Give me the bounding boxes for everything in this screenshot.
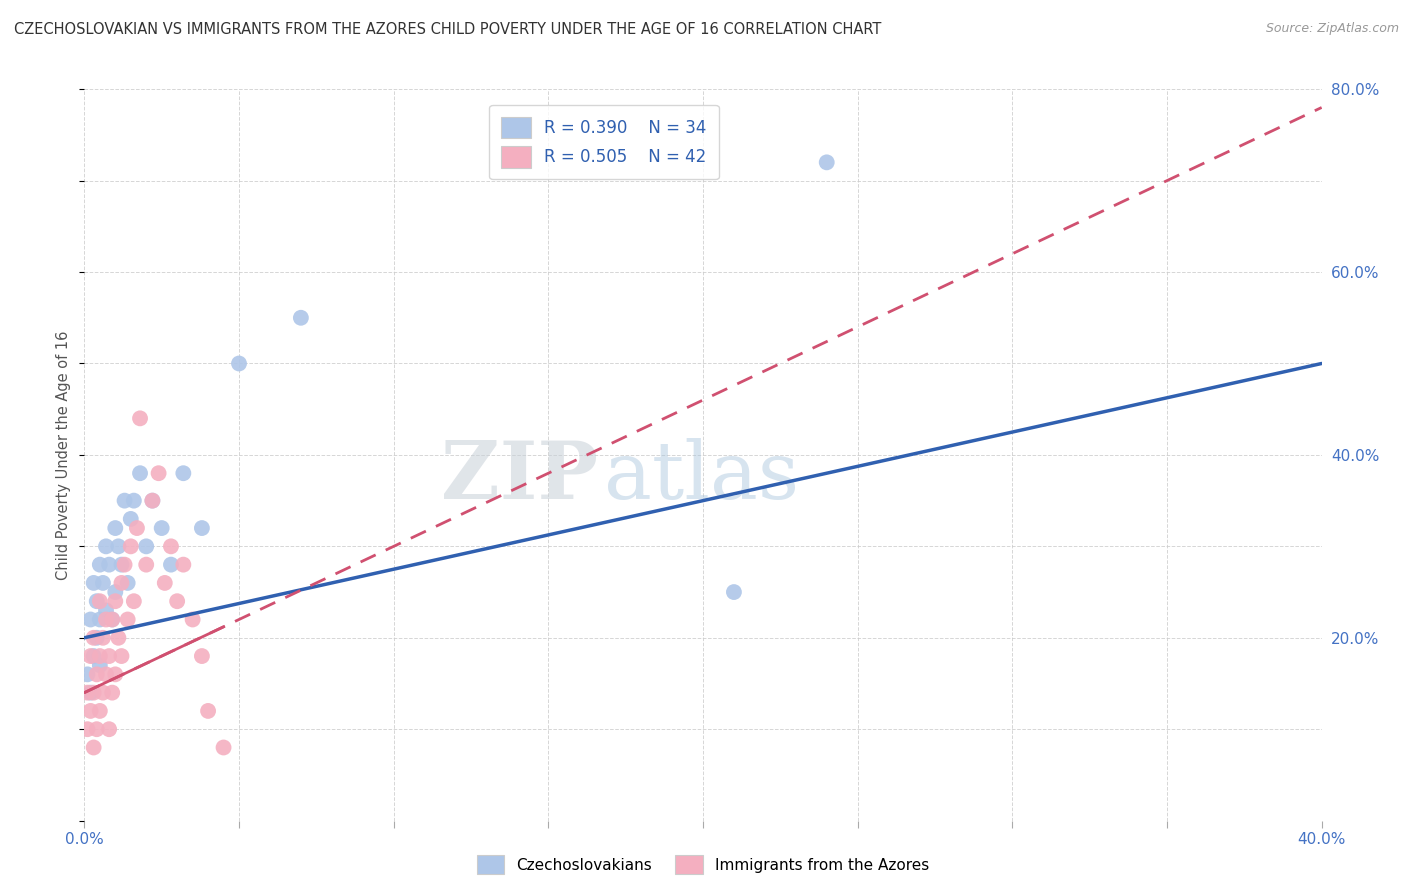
Point	[101, 613, 124, 627]
Point	[94, 613, 117, 627]
Point	[107, 539, 129, 553]
Point	[83, 649, 105, 664]
Point	[89, 613, 111, 627]
Point	[101, 685, 124, 699]
Point	[89, 704, 111, 718]
Point	[94, 667, 117, 681]
Point	[79, 613, 101, 627]
Point	[122, 594, 145, 608]
Text: Source: ZipAtlas.com: Source: ZipAtlas.com	[1265, 22, 1399, 36]
Point	[89, 658, 111, 673]
Point	[94, 603, 117, 617]
Point	[120, 512, 142, 526]
Point	[815, 155, 838, 169]
Point	[160, 558, 183, 572]
Point	[122, 493, 145, 508]
Point	[76, 685, 98, 699]
Point	[86, 594, 108, 608]
Point	[148, 466, 170, 480]
Point	[101, 613, 124, 627]
Point	[166, 594, 188, 608]
Y-axis label: Child Poverty Under the Age of 16: Child Poverty Under the Age of 16	[56, 330, 72, 580]
Point	[135, 539, 157, 553]
Point	[172, 466, 194, 480]
Point	[89, 558, 111, 572]
Point	[94, 539, 117, 553]
Point	[98, 649, 121, 664]
Point	[141, 493, 163, 508]
Text: atlas: atlas	[605, 438, 799, 516]
Point	[79, 704, 101, 718]
Point	[110, 576, 132, 591]
Point	[117, 613, 139, 627]
Point	[110, 649, 132, 664]
Point	[160, 539, 183, 553]
Point	[104, 594, 127, 608]
Point	[98, 723, 121, 737]
Point	[212, 740, 235, 755]
Point	[172, 558, 194, 572]
Point	[79, 685, 101, 699]
Point	[83, 740, 105, 755]
Point	[117, 576, 139, 591]
Legend: Czechoslovakians, Immigrants from the Azores: Czechoslovakians, Immigrants from the Az…	[471, 849, 935, 880]
Point	[86, 631, 108, 645]
Point	[91, 576, 114, 591]
Point	[150, 521, 173, 535]
Point	[89, 649, 111, 664]
Point	[86, 723, 108, 737]
Point	[141, 493, 163, 508]
Point	[98, 558, 121, 572]
Point	[76, 667, 98, 681]
Point	[104, 585, 127, 599]
Point	[104, 667, 127, 681]
Point	[83, 576, 105, 591]
Point	[76, 723, 98, 737]
Point	[191, 649, 214, 664]
Point	[114, 493, 136, 508]
Point	[723, 585, 745, 599]
Point	[153, 576, 176, 591]
Point	[191, 521, 214, 535]
Point	[129, 411, 152, 425]
Point	[129, 466, 152, 480]
Point	[181, 613, 204, 627]
Point	[228, 356, 250, 371]
Point	[89, 594, 111, 608]
Point	[290, 310, 312, 325]
Point	[135, 558, 157, 572]
Point	[86, 667, 108, 681]
Point	[114, 558, 136, 572]
Point	[197, 704, 219, 718]
Point	[91, 631, 114, 645]
Point	[120, 539, 142, 553]
Point	[83, 685, 105, 699]
Point	[110, 558, 132, 572]
Point	[91, 685, 114, 699]
Point	[107, 631, 129, 645]
Point	[125, 521, 148, 535]
Point	[79, 649, 101, 664]
Point	[83, 631, 105, 645]
Point	[104, 521, 127, 535]
Text: ZIP: ZIP	[441, 438, 598, 516]
Legend: R = 0.390    N = 34, R = 0.505    N = 42: R = 0.390 N = 34, R = 0.505 N = 42	[489, 105, 718, 179]
Text: CZECHOSLOVAKIAN VS IMMIGRANTS FROM THE AZORES CHILD POVERTY UNDER THE AGE OF 16 : CZECHOSLOVAKIAN VS IMMIGRANTS FROM THE A…	[14, 22, 882, 37]
